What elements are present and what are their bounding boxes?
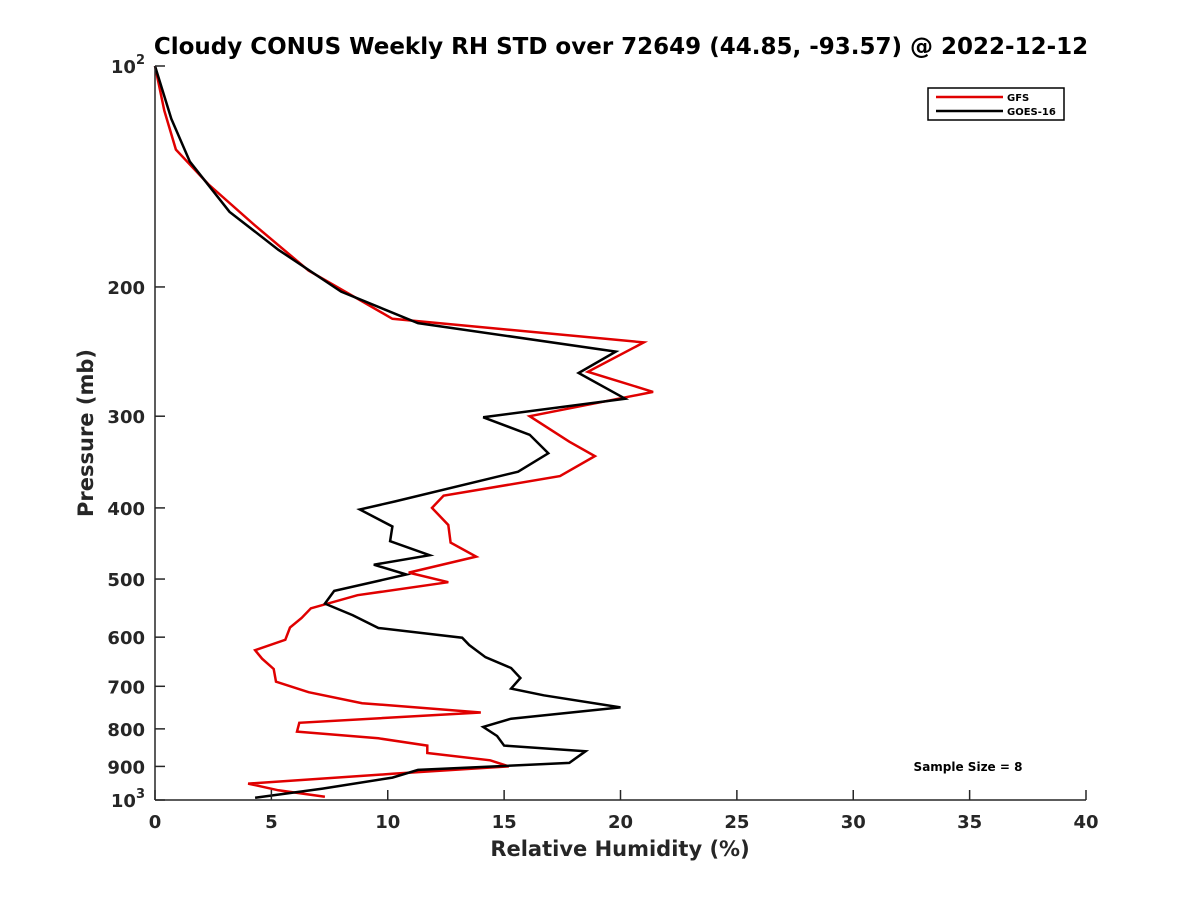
y-axis-label: Pressure (mb) bbox=[74, 349, 98, 517]
x-tick-label: 0 bbox=[149, 812, 162, 833]
x-tick-label: 35 bbox=[957, 812, 982, 833]
x-tick-label: 5 bbox=[265, 812, 278, 833]
x-tick-label: 40 bbox=[1073, 812, 1098, 833]
y-axis-ticks: 102 200 300 400 500 600 700 800 900 103 bbox=[107, 53, 165, 812]
legend-label-gfs: GFS bbox=[1007, 93, 1029, 104]
x-tick-label: 10 bbox=[375, 812, 400, 833]
x-tick-label: 25 bbox=[724, 812, 749, 833]
plot-area bbox=[153, 65, 654, 800]
y-tick-label: 102 bbox=[111, 53, 145, 78]
legend-label-goes16: GOES-16 bbox=[1007, 107, 1056, 118]
series-line-gfs bbox=[153, 65, 654, 799]
y-tick-label: 600 bbox=[107, 628, 145, 649]
y-tick-label: 103 bbox=[111, 787, 145, 812]
legend: GFS GOES-16 bbox=[927, 87, 1065, 121]
x-tick-label: 15 bbox=[492, 812, 517, 833]
sample-size-note: Sample Size = 8 bbox=[914, 760, 1023, 774]
y-tick-label: 900 bbox=[107, 757, 145, 778]
x-tick-label: 20 bbox=[608, 812, 633, 833]
y-tick-label: 400 bbox=[107, 499, 145, 520]
x-axis-ticks: 0 5 10 15 20 25 30 35 40 bbox=[149, 790, 1099, 833]
chart-title: Cloudy CONUS Weekly RH STD over 72649 (4… bbox=[154, 34, 1088, 60]
y-tick-label: 300 bbox=[107, 407, 145, 428]
y-tick-label: 800 bbox=[107, 720, 145, 741]
x-axis-label: Relative Humidity (%) bbox=[490, 837, 749, 861]
legend-box bbox=[927, 87, 1065, 121]
series-line-goes16 bbox=[153, 65, 630, 800]
y-tick-label: 500 bbox=[107, 570, 145, 591]
y-tick-label: 700 bbox=[107, 677, 145, 698]
y-tick-label: 200 bbox=[107, 278, 145, 299]
x-tick-label: 30 bbox=[841, 812, 866, 833]
